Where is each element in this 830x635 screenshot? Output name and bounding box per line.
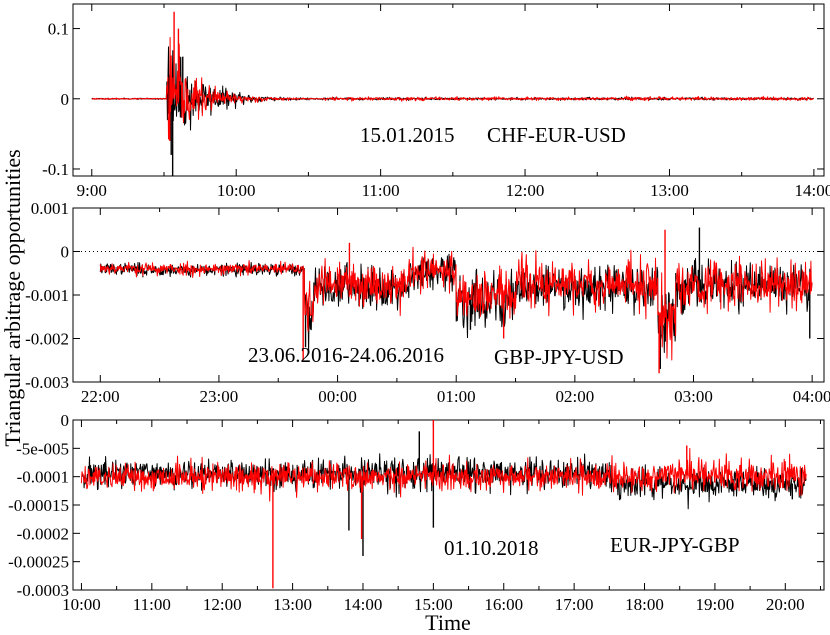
x-tick-label: 01:00 <box>437 387 476 406</box>
x-axis-title: Time <box>425 610 471 635</box>
panel-eur-jpy-gbp: -0.0003 -0.00025 -0.0002 -0.00015 -0.0001 -5e… <box>8 411 825 614</box>
y-tick-label: 0 <box>61 90 70 109</box>
x-tick-label: 10:00 <box>62 595 101 614</box>
panel-pair: EUR-JPY-GBP <box>610 533 740 557</box>
series-line-black <box>91 46 814 131</box>
y-tick-label: -0.003 <box>25 373 69 392</box>
y-axis: -0.003 -0.002 -0.001 0 0.001 <box>25 199 824 392</box>
x-tick-label: 11:00 <box>362 181 400 200</box>
y-axis: -0.0003 -0.00025 -0.0002 -0.00015 -0.0001 -5e… <box>8 411 824 600</box>
panel-date: 23.06.2016-24.06.2016 <box>248 343 444 367</box>
panel-pair: GBP-JPY-USD <box>494 345 624 369</box>
y-tick-label: -0.001 <box>25 286 69 305</box>
panel-frame <box>72 3 825 177</box>
plot-area <box>91 11 815 176</box>
y-tick-label: 0.1 <box>48 20 69 39</box>
x-tick-label: 10:00 <box>217 181 256 200</box>
plot-area <box>99 227 813 374</box>
y-tick-label: 0 <box>61 243 70 262</box>
y-axis: -0.1 0 0.1 <box>42 20 824 179</box>
x-tick-label: 00:00 <box>318 387 357 406</box>
x-tick-label: 12:00 <box>506 181 545 200</box>
y-tick-label: 0.001 <box>31 199 69 218</box>
x-tick-label: 03:00 <box>674 387 713 406</box>
x-tick-label: 9:00 <box>77 181 107 200</box>
panel-pair: CHF-EUR-USD <box>487 123 626 147</box>
y-tick-label: -0.1 <box>42 160 69 179</box>
y-axis-title: Triangular arbitrage opportunities <box>0 149 25 446</box>
x-tick-label: 12:00 <box>203 595 242 614</box>
x-tick-label: 16:00 <box>484 595 523 614</box>
y-tick-label: -0.002 <box>25 330 69 349</box>
y-tick-label: -0.0002 <box>17 524 69 543</box>
panel-frame <box>72 419 825 591</box>
y-tick-label: -0.0003 <box>17 581 69 600</box>
plot-area <box>80 420 807 589</box>
x-tick-label: 14:00 <box>344 595 383 614</box>
x-tick-label: 23:00 <box>200 387 239 406</box>
x-tick-label: 18:00 <box>625 595 664 614</box>
x-tick-label: 17:00 <box>555 595 594 614</box>
series-line-red <box>80 448 807 502</box>
x-tick-label: 11:00 <box>133 595 171 614</box>
x-axis: 22:00 23:00 00:00 01:00 02:00 03:00 04:00 <box>81 208 830 406</box>
series-line-red <box>99 246 813 361</box>
x-tick-label: 22:00 <box>81 387 120 406</box>
x-tick-label: 13:00 <box>650 181 689 200</box>
y-tick-label: -0.0001 <box>17 468 69 487</box>
y-tick-label: -0.00025 <box>8 553 69 572</box>
y-tick-label: -0.00015 <box>8 496 69 515</box>
series-line-red <box>91 37 815 140</box>
x-tick-label: 02:00 <box>555 387 594 406</box>
panel-date: 15.01.2015 <box>360 123 455 147</box>
x-tick-label: 19:00 <box>696 595 735 614</box>
x-tick-label: 13:00 <box>273 595 312 614</box>
y-tick-label: 0 <box>61 411 70 430</box>
panel-chf-eur-usd: -0.1 0 0.1 9:00 10:00 11:00 12:00 13:00 14:00 1… <box>42 3 830 200</box>
x-tick-label: 14:00 <box>795 181 830 200</box>
panel-gbp-jpy-usd: -0.003 -0.002 -0.001 0 0.001 22:00 23:00 00:00… <box>25 199 830 406</box>
x-tick-label: 20:00 <box>766 595 805 614</box>
x-axis: 10:00 11:00 12:00 13:00 14:00 15:00 16:00 17:00… <box>62 420 821 614</box>
x-axis: 9:00 10:00 11:00 12:00 13:00 14:00 <box>77 4 830 200</box>
y-tick-label: -5e-005 <box>16 439 69 458</box>
panel-date: 01.10.2018 <box>444 536 539 560</box>
x-tick-label: 04:00 <box>793 387 830 406</box>
x-tick-label: 15:00 <box>414 595 453 614</box>
